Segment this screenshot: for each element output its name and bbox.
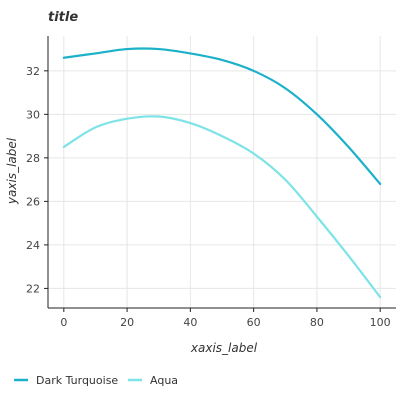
y-tick-label: 22 [26, 282, 40, 295]
legend-label-dark-turquoise: Dark Turquoise [36, 374, 118, 387]
y-tick-label: 24 [26, 239, 40, 252]
chart-title: title [48, 10, 78, 25]
legend-label-aqua: Aqua [150, 374, 178, 387]
x-tick-label: 40 [183, 316, 197, 329]
legend: Dark Turquoise Aqua [14, 374, 178, 387]
tick-labels: 22 24 26 28 30 32 0 20 40 60 80 100 [26, 65, 391, 329]
y-axis-title: yaxis_label [5, 137, 19, 205]
y-tick-label: 30 [26, 108, 40, 121]
axes [44, 36, 396, 312]
y-tick-label: 26 [26, 195, 40, 208]
x-tick-label: 100 [370, 316, 391, 329]
y-tick-label: 32 [26, 65, 40, 78]
series-lines [62, 47, 382, 299]
series-line-dark-turquoise [62, 47, 382, 186]
x-tick-label: 60 [247, 316, 261, 329]
x-tick-label: 80 [310, 316, 324, 329]
series-line-aqua [62, 115, 382, 299]
x-axis-title: xaxis_label [190, 341, 258, 355]
y-tick-label: 28 [26, 152, 40, 165]
x-tick-label: 0 [60, 316, 67, 329]
x-tick-label: 20 [120, 316, 134, 329]
grid [48, 36, 396, 308]
